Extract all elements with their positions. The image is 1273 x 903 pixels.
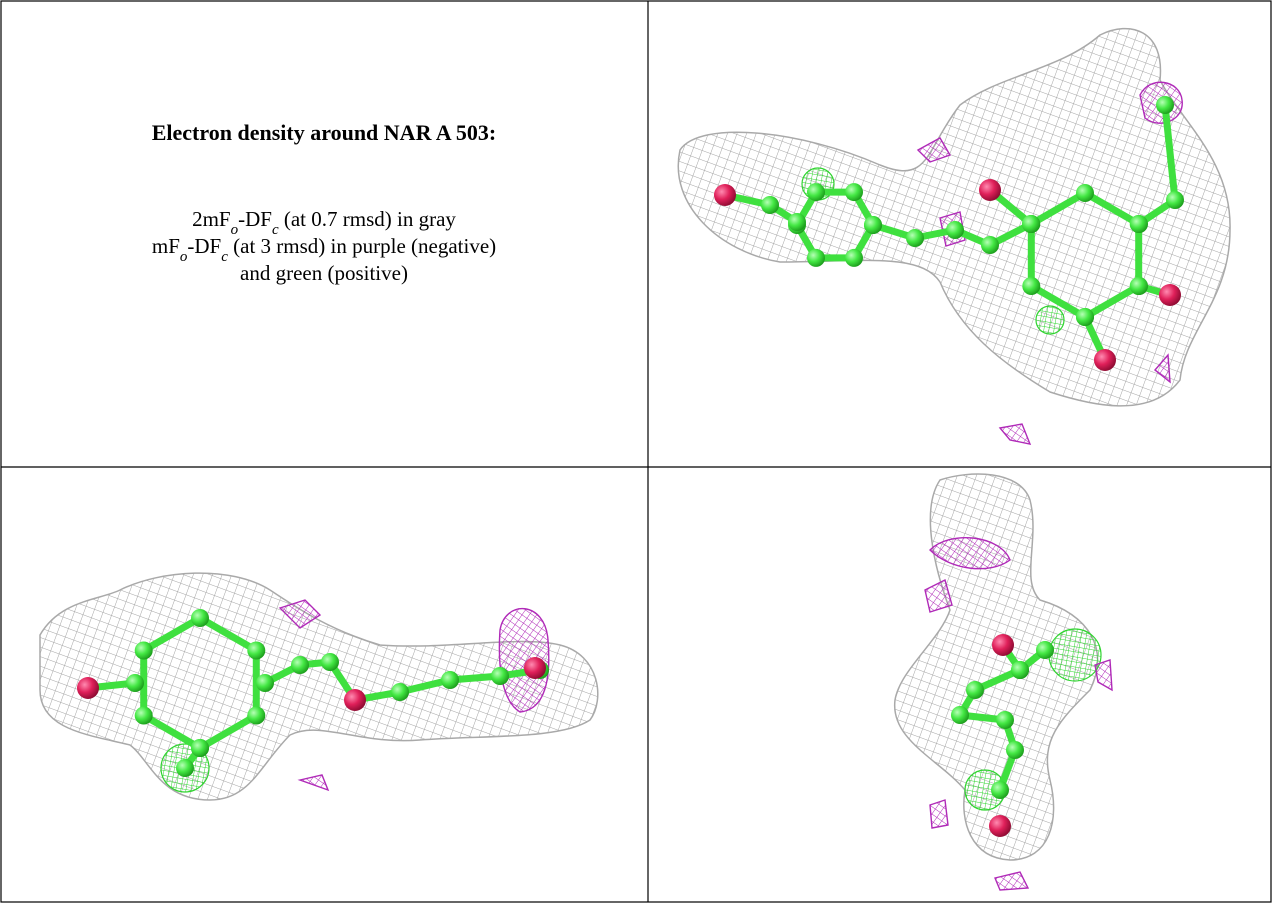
carbon-atom: [966, 681, 984, 699]
carbon-atom: [951, 706, 969, 724]
carbon-atom: [864, 216, 882, 234]
negative-mesh: [300, 775, 328, 790]
legend-text: (at 0.7 rmsd) in gray: [279, 207, 457, 231]
carbon-atom: [981, 236, 999, 254]
carbon-atom: [991, 781, 1009, 799]
carbon-atom: [1076, 184, 1094, 202]
carbon-atom: [1022, 277, 1040, 295]
carbon-atom: [1006, 741, 1024, 759]
carbon-atom: [135, 642, 153, 660]
figure: Electron density around NAR A 503: 2mFo-…: [0, 0, 1273, 903]
legend-text: -DF: [238, 207, 272, 231]
oxygen-atom: [1159, 284, 1181, 306]
carbon-atom: [1011, 661, 1029, 679]
legend-text: mF: [152, 234, 180, 258]
negative-mesh: [1000, 424, 1030, 444]
carbon-atom: [1130, 277, 1148, 295]
density-panel: [895, 474, 1112, 890]
oxygen-atom: [524, 657, 546, 679]
carbon-atom: [247, 707, 265, 725]
carbon-atom: [906, 229, 924, 247]
carbon-atom: [807, 183, 825, 201]
negative-mesh: [995, 872, 1028, 890]
legend-line: and green (positive): [240, 261, 408, 285]
negative-mesh: [1095, 660, 1112, 690]
oxygen-atom: [989, 815, 1011, 837]
legend-text: and green (positive): [240, 261, 408, 285]
density-panels: [40, 29, 1230, 890]
carbon-atom: [256, 674, 274, 692]
carbon-atom: [1076, 308, 1094, 326]
oxygen-atom: [344, 689, 366, 711]
carbon-atom: [761, 196, 779, 214]
oxygen-atom: [1094, 349, 1116, 371]
legend-text: 2mF: [192, 207, 231, 231]
caption-title: Electron density around NAR A 503:: [152, 120, 497, 145]
oxygen-atom: [992, 634, 1014, 656]
negative-mesh: [930, 800, 948, 828]
page: {"title": "Electron density around NAR A…: [0, 0, 1273, 903]
legend-text: -DF: [187, 234, 221, 258]
carbon-atom: [1130, 215, 1148, 233]
carbon-atom: [491, 667, 509, 685]
positive-mesh: [1049, 629, 1101, 681]
carbon-atom: [845, 183, 863, 201]
carbon-atom: [1166, 191, 1184, 209]
oxygen-atom: [979, 179, 1001, 201]
carbon-atom: [391, 683, 409, 701]
density-panel: [678, 29, 1230, 444]
carbon-atom: [191, 609, 209, 627]
carbon-atom: [996, 711, 1014, 729]
carbon-atom: [247, 642, 265, 660]
carbon-atom: [321, 653, 339, 671]
carbon-atom: [1022, 215, 1040, 233]
positive-mesh: [1036, 306, 1064, 334]
oxygen-atom: [714, 184, 736, 206]
carbon-atom: [291, 656, 309, 674]
carbon-atom: [1156, 96, 1174, 114]
carbon-atom: [441, 671, 459, 689]
carbon-atom: [191, 739, 209, 757]
carbon-atom: [946, 221, 964, 239]
density-panel: [40, 573, 598, 800]
carbon-atom: [126, 674, 144, 692]
carbon-atom: [845, 249, 863, 267]
carbon-atom: [135, 707, 153, 725]
carbon-atom: [176, 759, 194, 777]
carbon-atom: [807, 249, 825, 267]
carbon-atom: [788, 213, 806, 231]
carbon-atom: [1036, 641, 1054, 659]
oxygen-atom: [77, 677, 99, 699]
legend-text: (at 3 rmsd) in purple (negative): [228, 234, 496, 258]
